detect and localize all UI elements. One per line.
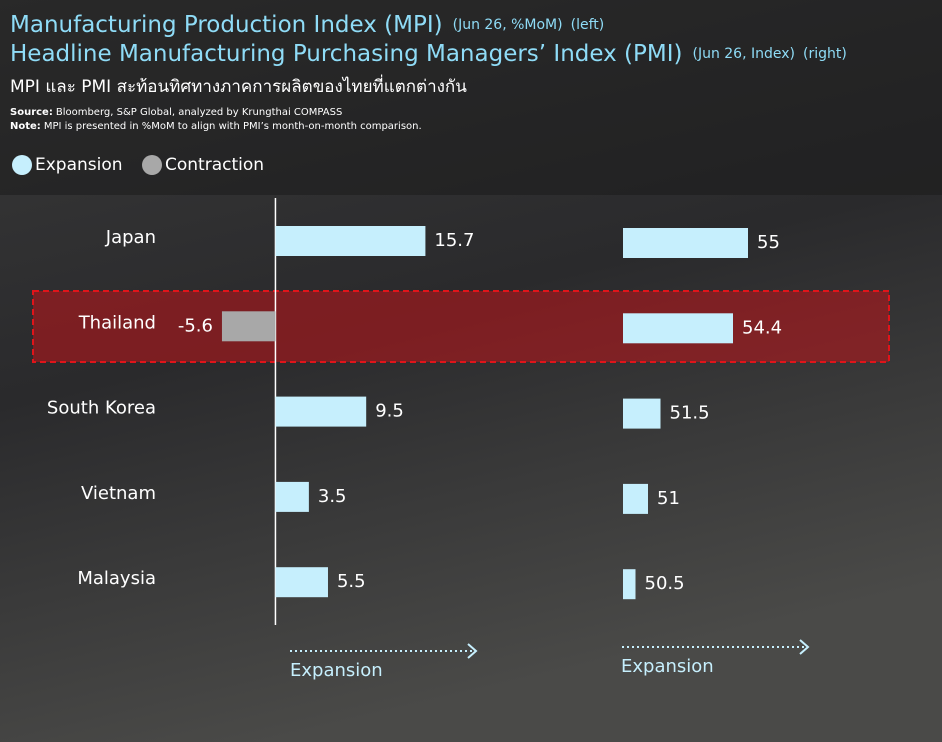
note: Note: MPI is presented in %MoM to align w…: [10, 121, 422, 132]
title-2: Headline Manufacturing Purchasing Manage…: [10, 41, 847, 67]
highlight-box: [32, 290, 890, 363]
value-label: -5.6: [178, 315, 213, 336]
value-label: 9.5: [375, 401, 404, 422]
legend-swatch: [142, 155, 162, 175]
bar: [221, 311, 276, 342]
bar: [275, 396, 367, 427]
value-label: 5.5: [337, 571, 366, 592]
category-label: Malaysia: [77, 568, 156, 589]
arrow-head: [799, 639, 810, 655]
value-label: 51.5: [670, 403, 710, 424]
bar: [623, 313, 733, 344]
annotation: Expansion: [621, 656, 714, 677]
bar: [623, 398, 661, 429]
value-label: 51: [657, 488, 680, 509]
value-label: 54.4: [742, 317, 782, 338]
legend-label: Expansion: [35, 155, 123, 175]
title-1: Manufacturing Production Index (MPI) (Jun…: [10, 12, 604, 38]
value-label: 15.7: [434, 230, 474, 251]
value-label: 3.5: [318, 486, 347, 507]
bar: [623, 228, 748, 258]
legend-label: Contraction: [165, 155, 264, 175]
bar: [275, 567, 328, 598]
source: Source: Bloomberg, S&P Global, analyzed b…: [10, 107, 342, 118]
arrow-head: [467, 643, 478, 659]
category-label: Japan: [105, 227, 156, 248]
annotation: Expansion: [290, 660, 383, 681]
value-label: 55: [757, 232, 780, 253]
bar: [275, 226, 426, 256]
bar: [623, 483, 648, 514]
bar: [623, 569, 636, 600]
category-label: Vietnam: [81, 483, 156, 504]
category-label: South Korea: [47, 398, 156, 419]
bar: [275, 481, 309, 512]
legend-swatch: [12, 155, 32, 175]
subtitle: MPI และ PMI สะท้อนทิศทางภาคการผลิตของไทย…: [10, 74, 467, 97]
value-label: 50.5: [645, 573, 685, 594]
category-label: Thailand: [78, 312, 156, 333]
